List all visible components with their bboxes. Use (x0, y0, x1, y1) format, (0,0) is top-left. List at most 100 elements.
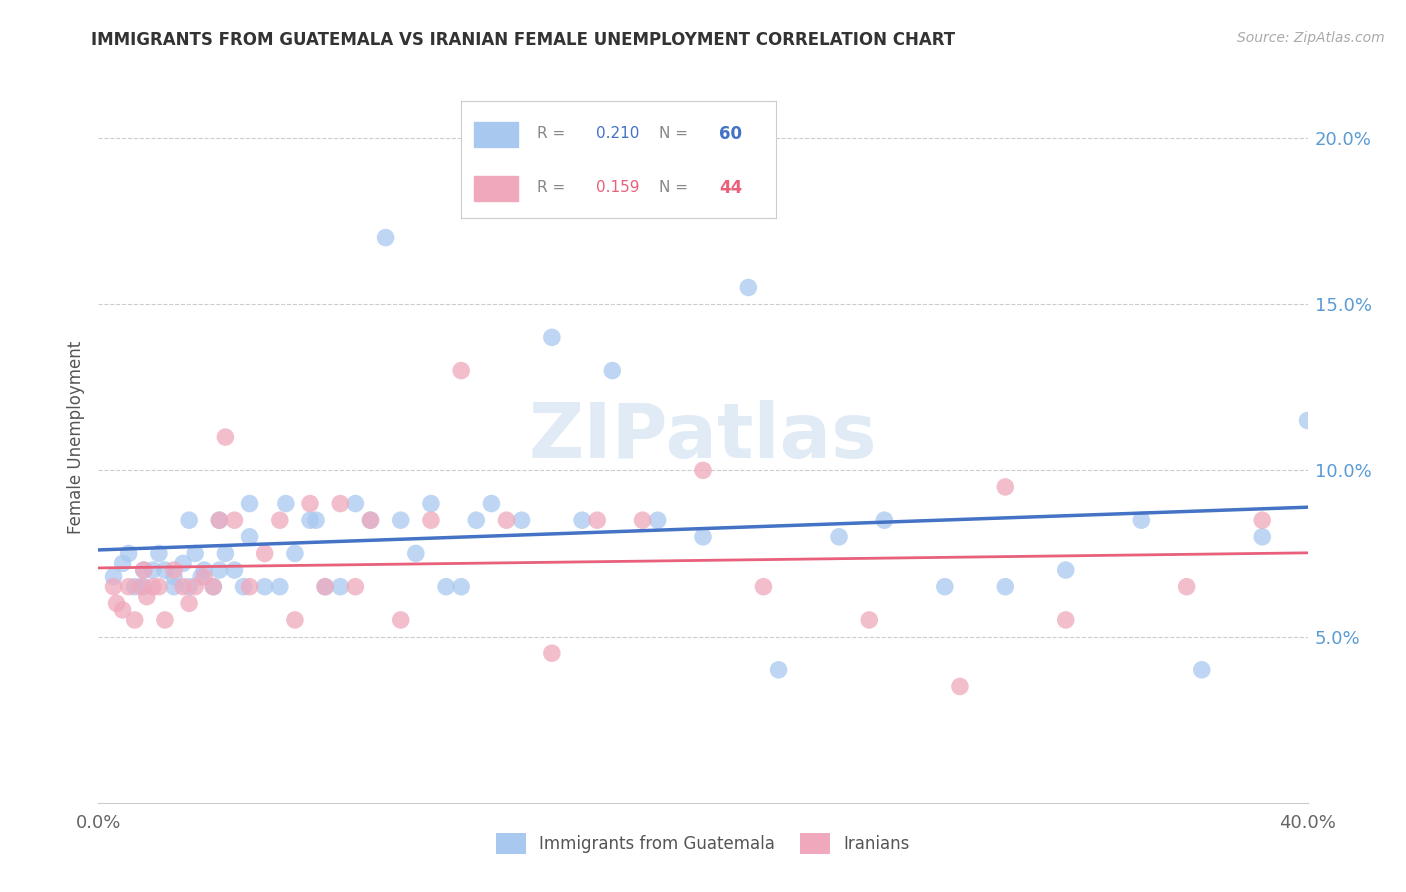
Point (949, 680, 972, 694)
Point (163, 563, 186, 577)
Point (389, 513, 412, 527)
Point (214, 546, 236, 560)
Point (179, 580, 201, 594)
Point (163, 580, 186, 594)
Point (752, 580, 775, 594)
Point (208, 563, 231, 577)
Point (692, 463, 714, 477)
Point (224, 513, 246, 527)
Point (135, 590, 157, 604)
Point (253, 580, 276, 594)
Point (148, 546, 170, 560)
Legend: Immigrants from Guatemala, Iranians: Immigrants from Guatemala, Iranians (489, 827, 917, 860)
Point (172, 580, 194, 594)
Point (153, 563, 176, 577)
Point (586, 513, 609, 527)
Point (873, 513, 896, 527)
Point (253, 546, 276, 560)
Point (184, 546, 207, 560)
Point (132, 563, 155, 577)
Point (103, 580, 125, 594)
Point (118, 546, 141, 560)
Point (274, 497, 297, 511)
Point (118, 580, 141, 594)
Point (179, 596, 201, 610)
Point (768, 663, 790, 677)
Point (179, 513, 201, 527)
Point (1175, 580, 1198, 594)
Point (202, 580, 225, 594)
Point (314, 580, 336, 594)
Point (111, 557, 134, 571)
Point (389, 613, 412, 627)
Text: ZIPatlas: ZIPatlas (529, 401, 877, 474)
Point (481, 497, 503, 511)
Point (1191, 663, 1213, 677)
Point (172, 557, 194, 571)
Point (132, 580, 155, 594)
Point (828, 530, 851, 544)
Text: Source: ZipAtlas.com: Source: ZipAtlas.com (1237, 31, 1385, 45)
Point (374, 230, 396, 244)
Point (239, 497, 262, 511)
Point (193, 570, 215, 584)
Point (269, 513, 291, 527)
Point (994, 580, 1017, 594)
Point (163, 570, 186, 584)
Point (232, 580, 254, 594)
Point (420, 513, 443, 527)
Point (858, 613, 880, 627)
Point (184, 580, 207, 594)
Point (1251, 513, 1274, 527)
Point (299, 513, 322, 527)
Point (142, 580, 165, 594)
Point (1296, 413, 1319, 427)
Point (631, 513, 654, 527)
Point (510, 513, 533, 527)
Point (193, 563, 215, 577)
Point (224, 563, 246, 577)
Point (124, 580, 146, 594)
Point (190, 570, 212, 584)
Point (153, 613, 176, 627)
Point (647, 513, 669, 527)
Point (540, 330, 562, 344)
Point (132, 563, 155, 577)
Text: IMMIGRANTS FROM GUATEMALA VS IRANIAN FEMALE UNEMPLOYMENT CORRELATION CHART: IMMIGRANTS FROM GUATEMALA VS IRANIAN FEM… (91, 31, 956, 49)
Point (434, 580, 457, 594)
Point (495, 513, 517, 527)
Point (202, 580, 225, 594)
Point (344, 580, 367, 594)
Point (360, 513, 382, 527)
Point (129, 580, 152, 594)
Y-axis label: Female Unemployment: Female Unemployment (66, 341, 84, 533)
Point (405, 546, 427, 560)
Point (737, 280, 759, 294)
Point (329, 497, 352, 511)
Point (1130, 513, 1153, 527)
Point (692, 530, 714, 544)
Point (269, 580, 291, 594)
Point (284, 546, 307, 560)
Point (450, 363, 472, 377)
Point (208, 513, 231, 527)
Point (450, 580, 472, 594)
Point (239, 580, 262, 594)
Point (465, 513, 488, 527)
Point (571, 513, 593, 527)
Point (1251, 530, 1274, 544)
Point (105, 596, 128, 610)
Point (111, 603, 134, 617)
Point (602, 363, 624, 377)
Point (208, 513, 231, 527)
Point (239, 530, 262, 544)
Point (142, 563, 165, 577)
Point (994, 480, 1017, 494)
Point (299, 497, 322, 511)
Point (284, 613, 307, 627)
Point (103, 570, 125, 584)
Point (420, 497, 443, 511)
Point (148, 580, 170, 594)
Point (360, 513, 382, 527)
Point (124, 613, 146, 627)
